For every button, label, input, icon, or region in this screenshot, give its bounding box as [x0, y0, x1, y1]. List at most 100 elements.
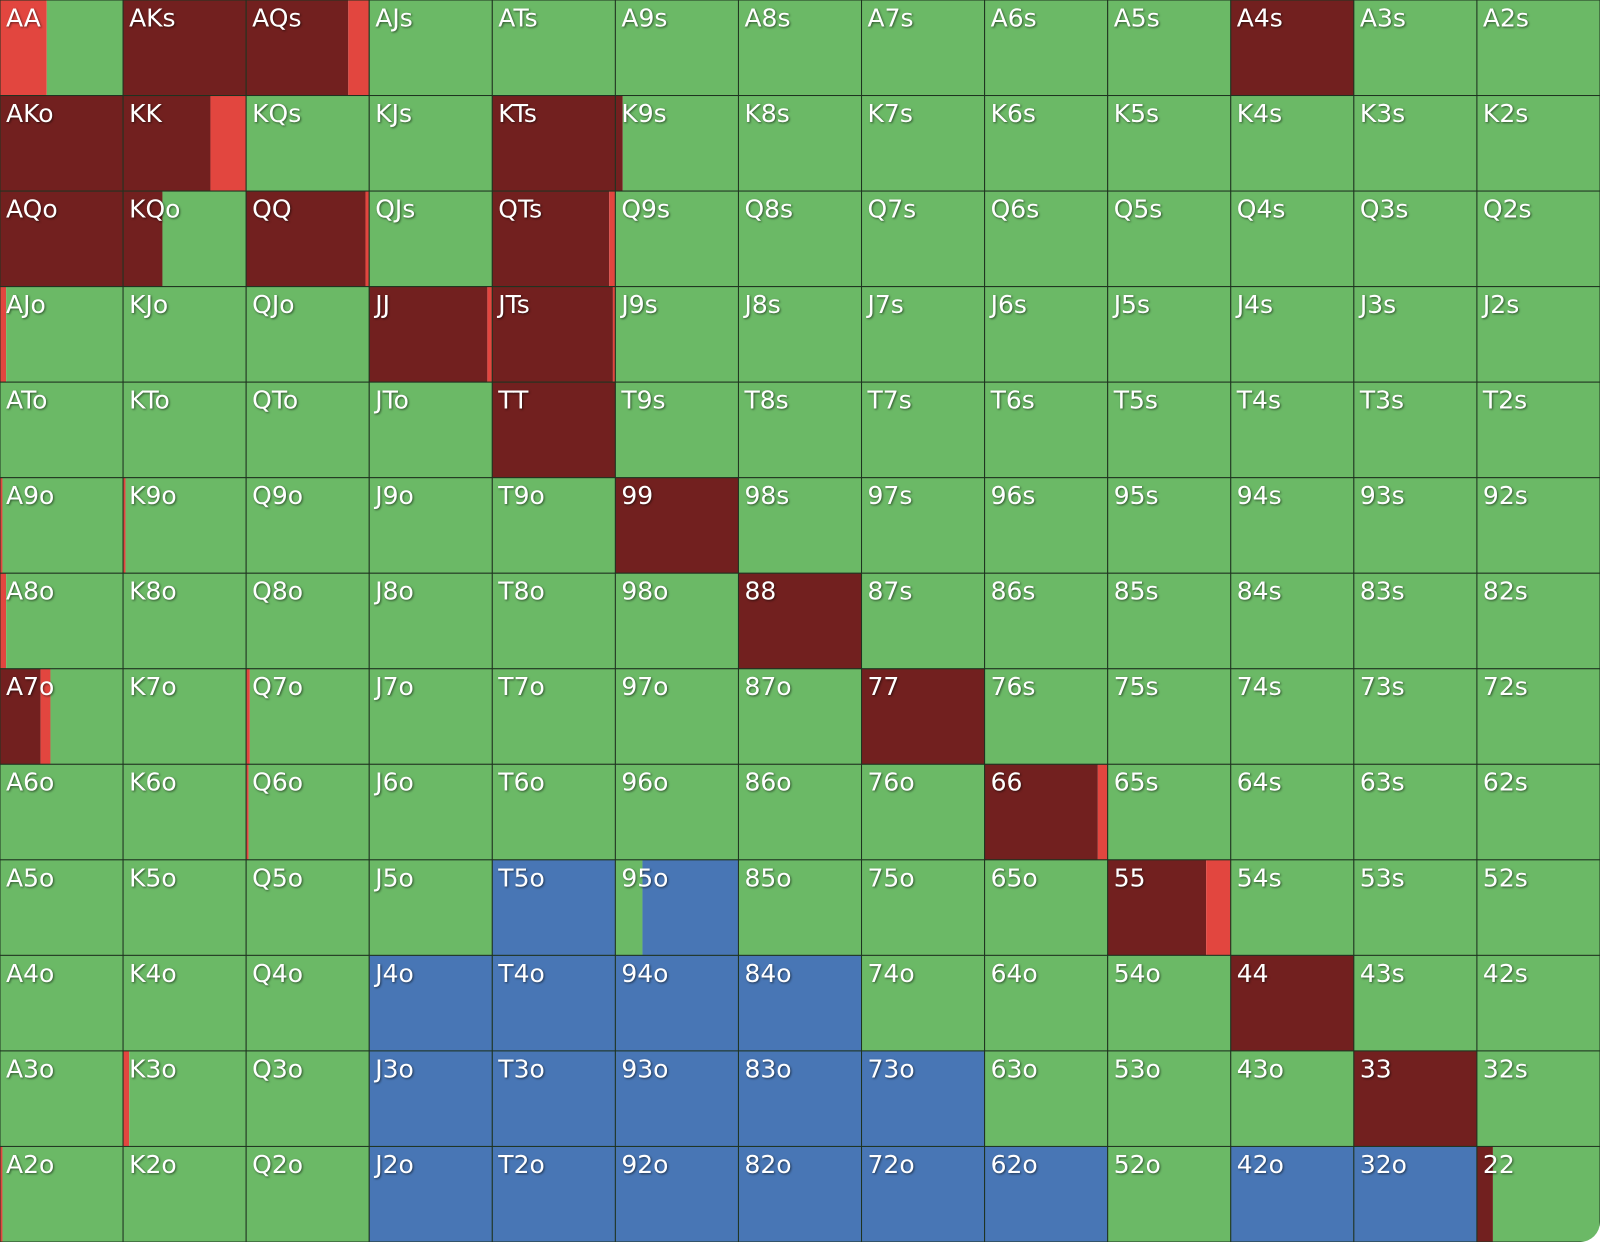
- hand-cell[interactable]: Q2s: [1476, 190, 1600, 288]
- hand-cell[interactable]: 63s: [1353, 763, 1478, 861]
- hand-cell[interactable]: 73o: [861, 1050, 986, 1147]
- hand-cell[interactable]: 76o: [861, 763, 986, 861]
- hand-cell[interactable]: AJo: [0, 286, 124, 383]
- hand-cell[interactable]: K5s: [1107, 95, 1232, 192]
- hand-cell[interactable]: KJo: [122, 286, 247, 383]
- hand-cell[interactable]: T2o: [491, 1145, 616, 1242]
- hand-cell[interactable]: 82o: [737, 1145, 863, 1242]
- hand-cell[interactable]: JTs: [491, 286, 616, 383]
- hand-cell[interactable]: 84o: [737, 954, 863, 1052]
- hand-cell[interactable]: A4o: [0, 954, 124, 1052]
- hand-cell[interactable]: K6s: [984, 95, 1109, 192]
- hand-cell[interactable]: Q9o: [245, 477, 370, 574]
- hand-cell[interactable]: 87o: [737, 668, 863, 765]
- hand-cell[interactable]: J4o: [368, 954, 493, 1052]
- hand-cell[interactable]: QTo: [245, 381, 370, 479]
- hand-cell[interactable]: 92s: [1476, 477, 1600, 574]
- hand-cell[interactable]: QJo: [245, 286, 370, 383]
- hand-cell[interactable]: 53s: [1353, 859, 1478, 956]
- hand-cell[interactable]: 85s: [1107, 572, 1232, 670]
- hand-cell[interactable]: 93s: [1353, 477, 1478, 574]
- hand-cell[interactable]: 33: [1353, 1050, 1478, 1147]
- hand-cell[interactable]: 82s: [1476, 572, 1600, 670]
- hand-cell[interactable]: 65s: [1107, 763, 1232, 861]
- hand-cell[interactable]: Q4s: [1230, 190, 1355, 288]
- hand-cell[interactable]: 64o: [984, 954, 1109, 1052]
- hand-cell[interactable]: A8o: [0, 572, 124, 670]
- hand-cell[interactable]: Q7o: [245, 668, 370, 765]
- hand-cell[interactable]: A7o: [0, 668, 124, 765]
- hand-cell[interactable]: J6o: [368, 763, 493, 861]
- hand-cell[interactable]: 97s: [861, 477, 986, 574]
- hand-cell[interactable]: J7o: [368, 668, 493, 765]
- hand-cell[interactable]: T4o: [491, 954, 616, 1052]
- hand-cell[interactable]: A9s: [614, 0, 739, 97]
- hand-cell[interactable]: 92o: [614, 1145, 739, 1242]
- hand-cell[interactable]: 54s: [1230, 859, 1355, 956]
- hand-cell[interactable]: Q9s: [614, 190, 739, 288]
- hand-cell[interactable]: Q7s: [861, 190, 986, 288]
- hand-cell[interactable]: T3o: [491, 1050, 616, 1147]
- hand-cell[interactable]: A5o: [0, 859, 124, 956]
- hand-cell[interactable]: ATo: [0, 381, 124, 479]
- hand-cell[interactable]: 93o: [614, 1050, 739, 1147]
- hand-cell[interactable]: J3s: [1353, 286, 1478, 383]
- hand-cell[interactable]: ATs: [491, 0, 616, 97]
- hand-cell[interactable]: 22: [1476, 1145, 1600, 1242]
- hand-cell[interactable]: A8s: [737, 0, 863, 97]
- hand-cell[interactable]: 73s: [1353, 668, 1478, 765]
- hand-cell[interactable]: K9s: [614, 95, 739, 192]
- hand-cell[interactable]: J5o: [368, 859, 493, 956]
- hand-cell[interactable]: 76s: [984, 668, 1109, 765]
- hand-cell[interactable]: K7o: [122, 668, 247, 765]
- hand-cell[interactable]: K8o: [122, 572, 247, 670]
- hand-cell[interactable]: 86s: [984, 572, 1109, 670]
- hand-cell[interactable]: A3s: [1353, 0, 1478, 97]
- hand-cell[interactable]: 32s: [1476, 1050, 1600, 1147]
- hand-cell[interactable]: JTo: [368, 381, 493, 479]
- hand-cell[interactable]: 74s: [1230, 668, 1355, 765]
- hand-cell[interactable]: AQo: [0, 190, 124, 288]
- hand-cell[interactable]: 94o: [614, 954, 739, 1052]
- hand-cell[interactable]: K3o: [122, 1050, 247, 1147]
- hand-cell[interactable]: 88: [737, 572, 863, 670]
- hand-cell[interactable]: T7o: [491, 668, 616, 765]
- hand-cell[interactable]: JJ: [368, 286, 493, 383]
- hand-cell[interactable]: K3s: [1353, 95, 1478, 192]
- hand-cell[interactable]: K4o: [122, 954, 247, 1052]
- hand-cell[interactable]: T2s: [1476, 381, 1600, 479]
- hand-cell[interactable]: T8o: [491, 572, 616, 670]
- hand-cell[interactable]: J9o: [368, 477, 493, 574]
- hand-cell[interactable]: A3o: [0, 1050, 124, 1147]
- hand-cell[interactable]: KTs: [491, 95, 616, 192]
- hand-cell[interactable]: A2s: [1476, 0, 1600, 97]
- hand-cell[interactable]: 98s: [737, 477, 863, 574]
- hand-cell[interactable]: AKo: [0, 95, 124, 192]
- hand-cell[interactable]: J4s: [1230, 286, 1355, 383]
- hand-cell[interactable]: A6o: [0, 763, 124, 861]
- hand-cell[interactable]: 52s: [1476, 859, 1600, 956]
- hand-cell[interactable]: QTs: [491, 190, 616, 288]
- hand-cell[interactable]: 72s: [1476, 668, 1600, 765]
- hand-cell[interactable]: Q6s: [984, 190, 1109, 288]
- hand-cell[interactable]: T6o: [491, 763, 616, 861]
- hand-cell[interactable]: 96o: [614, 763, 739, 861]
- hand-cell[interactable]: Q3o: [245, 1050, 370, 1147]
- hand-cell[interactable]: AJs: [368, 0, 493, 97]
- hand-cell[interactable]: T4s: [1230, 381, 1355, 479]
- hand-cell[interactable]: AQs: [245, 0, 370, 97]
- hand-cell[interactable]: Q6o: [245, 763, 370, 861]
- hand-cell[interactable]: Q3s: [1353, 190, 1478, 288]
- hand-cell[interactable]: K2o: [122, 1145, 247, 1242]
- hand-cell[interactable]: 53o: [1107, 1050, 1232, 1147]
- hand-cell[interactable]: T3s: [1353, 381, 1478, 479]
- hand-cell[interactable]: 64s: [1230, 763, 1355, 861]
- hand-cell[interactable]: T5s: [1107, 381, 1232, 479]
- hand-cell[interactable]: A4s: [1230, 0, 1355, 97]
- hand-cell[interactable]: K7s: [861, 95, 986, 192]
- hand-cell[interactable]: 63o: [984, 1050, 1109, 1147]
- hand-cell[interactable]: 96s: [984, 477, 1109, 574]
- hand-cell[interactable]: KJs: [368, 95, 493, 192]
- hand-cell[interactable]: 85o: [737, 859, 863, 956]
- hand-cell[interactable]: K8s: [737, 95, 863, 192]
